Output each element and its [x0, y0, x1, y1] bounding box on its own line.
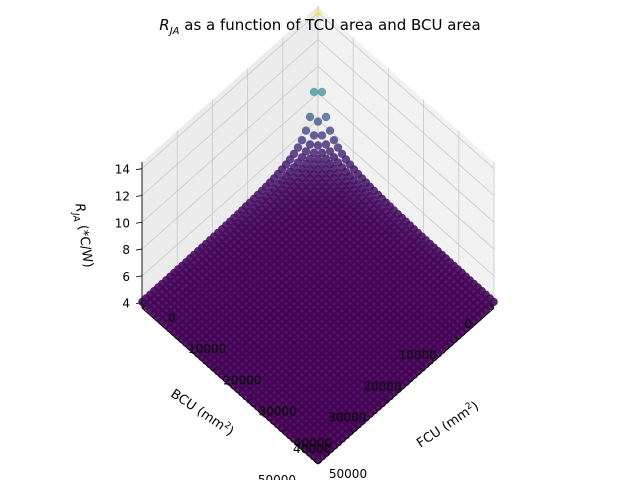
z-tick-label: 8 — [122, 243, 130, 257]
data-point — [313, 9, 323, 18]
x-tick-mark — [141, 304, 147, 309]
grid-line-z — [141, 12, 495, 169]
y-axis-line — [317, 307, 495, 465]
z-tick-mark — [135, 168, 143, 171]
x-tick-mark — [176, 335, 182, 340]
grid-line-z — [141, 38, 495, 196]
y-tick-label: 30000 — [328, 411, 366, 425]
z-tick-mark — [135, 248, 143, 251]
data-point — [313, 455, 323, 464]
z-tick-mark — [135, 302, 143, 305]
pane-back-left — [142, 6, 318, 308]
data-point — [325, 147, 335, 156]
x-tick-label: 20000 — [223, 373, 261, 387]
z-tick-label: 14 — [115, 163, 130, 177]
z-tick-mark — [135, 195, 143, 197]
y-tick-mark — [454, 335, 460, 340]
data-point — [293, 143, 303, 152]
data-point — [325, 126, 335, 135]
data-point — [305, 140, 315, 149]
x-tick-mark — [212, 367, 217, 371]
x-tick-mark — [247, 398, 252, 402]
z-tick-label: 4 — [122, 297, 130, 311]
data-points — [138, 9, 498, 464]
z-axis-label: RJA (*C/W) — [69, 202, 96, 269]
tick-labels: 0 10000 20000 30000 40000 50000 0 10000 20000 300… — [115, 163, 495, 484]
data-point — [297, 136, 307, 145]
y-axis-label: BCU (mm2) — [168, 386, 237, 440]
data-point — [317, 131, 327, 140]
data-point — [305, 112, 315, 122]
data-point — [321, 140, 331, 149]
y-tick-label: 50000 — [258, 473, 296, 480]
y-tick-label: 10000 — [399, 348, 437, 362]
x-tick-label: 0 — [168, 311, 176, 325]
data-point — [313, 141, 323, 150]
x-axis-label: FCU (mm2) — [414, 398, 482, 451]
y-tick-mark — [384, 398, 389, 402]
data-point — [321, 112, 331, 122]
data-point — [301, 147, 311, 156]
data-point — [309, 148, 319, 157]
z-tick-label: 10 — [115, 216, 130, 230]
y-tick-label: 0 — [464, 317, 472, 331]
z-tick-mark — [135, 221, 143, 224]
x-axis-line — [141, 307, 319, 465]
y-tick-label: 20000 — [363, 379, 401, 393]
y-tick-label: 40000 — [293, 442, 331, 456]
data-point — [333, 143, 343, 152]
z-tick-label: 6 — [122, 270, 130, 284]
pane-back-right — [318, 6, 494, 308]
y-tick-mark — [419, 367, 424, 371]
x-tick-mark — [317, 460, 323, 465]
y-tick-mark — [313, 460, 319, 465]
data-point — [317, 148, 327, 157]
grid-line-z — [141, 65, 495, 223]
z-tick-mark — [135, 275, 143, 278]
data-point — [301, 126, 311, 135]
x-tick-label: 50000 — [329, 467, 367, 480]
x-tick-label: 40000 — [294, 436, 332, 450]
data-point — [329, 136, 339, 145]
data-point — [309, 87, 319, 97]
y-tick-mark — [489, 304, 495, 309]
axes-lines — [141, 162, 495, 465]
x-tick-label: 30000 — [259, 405, 297, 419]
data-point — [313, 117, 323, 126]
z-tick-label: 12 — [115, 190, 130, 204]
chart-title: RJA as a function of TCU area and BCU ar… — [159, 16, 480, 37]
x-tick-label: 10000 — [188, 342, 226, 356]
data-point — [309, 131, 319, 140]
x-tick-mark — [282, 429, 288, 434]
y-tick-mark — [348, 429, 354, 434]
data-point — [317, 87, 327, 97]
